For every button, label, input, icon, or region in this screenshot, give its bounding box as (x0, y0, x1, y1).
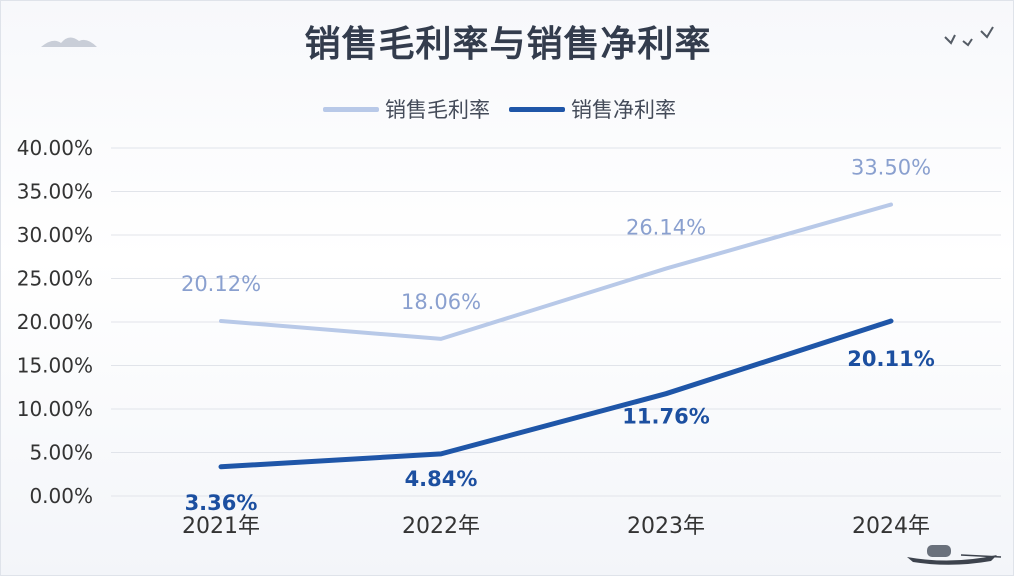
hill-ornament-icon (41, 37, 97, 47)
y-tick-label: 25.00% (17, 267, 93, 291)
data-labels: 20.12% 18.06% 26.14% 33.50% 3.36% 4.84% 11.76%… (181, 156, 935, 515)
data-label-net-margin: 20.11% (847, 347, 934, 371)
data-label-gross-margin: 26.14% (626, 216, 706, 240)
data-label-gross-margin: 20.12% (181, 272, 261, 296)
data-label-gross-margin: 33.50% (851, 156, 931, 180)
boat-ornament-icon (907, 545, 1002, 565)
data-point-net-margin (219, 465, 223, 469)
x-tick-label: 2022年 (402, 514, 480, 539)
data-label-net-margin: 3.36% (185, 491, 258, 515)
legend-item-gross-margin: 销售毛利率 (323, 97, 490, 122)
legend-label-gross-margin: 销售毛利率 (385, 98, 490, 122)
y-tick-label: 5.00% (29, 441, 93, 465)
y-axis-ticks: 0.00% 5.00% 10.00% 15.00% 20.00% 25.00% 30.00%… (17, 136, 93, 508)
x-axis-ticks: 2021年 2022年 2023年 2024年 (182, 514, 930, 539)
y-tick-label: 20.00% (17, 310, 93, 334)
data-point-net-margin (889, 319, 893, 323)
series-line-net-margin (218, 318, 894, 470)
data-point-gross-margin (889, 203, 893, 207)
series-lines (218, 202, 894, 470)
data-point-gross-margin (664, 267, 668, 271)
y-tick-label: 30.00% (17, 223, 93, 247)
series-line-gross-margin (219, 202, 893, 341)
legend-label-net-margin: 销售净利率 (571, 98, 676, 122)
x-tick-label: 2024年 (852, 514, 930, 539)
y-tick-label: 10.00% (17, 397, 93, 421)
legend-swatch-gross-margin (323, 106, 379, 112)
x-tick-label: 2021年 (182, 514, 260, 539)
data-label-gross-margin: 18.06% (401, 290, 481, 314)
y-tick-label: 0.00% (29, 484, 93, 508)
data-label-net-margin: 4.84% (405, 467, 478, 491)
gridlines (111, 147, 1001, 497)
birds-ornament-icon (944, 26, 994, 47)
data-point-gross-margin (439, 337, 443, 341)
legend-item-net-margin: 销售净利率 (509, 97, 676, 122)
data-point-net-margin (664, 392, 668, 396)
data-point-net-margin (439, 452, 443, 456)
y-tick-label: 35.00% (17, 180, 93, 204)
data-label-net-margin: 11.76% (622, 405, 709, 429)
y-tick-label: 15.00% (17, 354, 93, 378)
y-tick-label: 40.00% (17, 136, 93, 160)
legend-swatch-net-margin (509, 106, 565, 112)
data-point-gross-margin (219, 319, 223, 323)
x-tick-label: 2023年 (627, 514, 705, 539)
chart-title: 销售毛利率与销售净利率 (304, 24, 712, 65)
